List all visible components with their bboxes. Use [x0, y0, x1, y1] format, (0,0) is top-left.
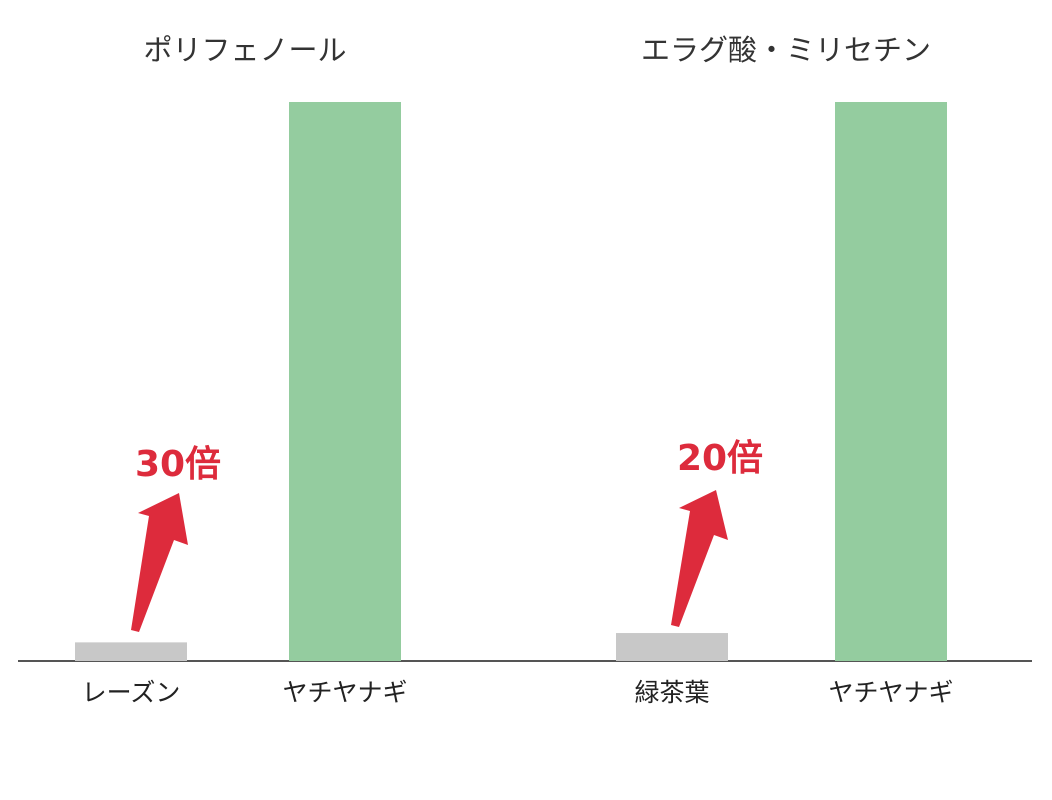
increase-arrow-icon [671, 490, 728, 627]
annotation-30x: 30倍 [135, 444, 221, 485]
panel-title-ellagic-myricetin: エラグ酸・ミリセチン [641, 33, 931, 67]
annotation-20x: 20倍 [677, 438, 763, 479]
bar-green-tea [616, 633, 728, 661]
tick-label-yachiyanagi-1: ヤチヤナギ [282, 678, 407, 707]
tick-label-green-tea: 緑茶葉 [634, 678, 709, 707]
bar-yachiyanagi-polyphenol [289, 102, 401, 661]
bars-polyphenol [75, 102, 401, 661]
bar-raisin [75, 642, 187, 661]
bar-yachiyanagi-ellagic [835, 102, 947, 661]
increase-arrow-icon [131, 493, 188, 632]
panel-title-polyphenol: ポリフェノール [143, 33, 346, 67]
tick-label-raisin: レーズン [82, 678, 181, 707]
bars-ellagic-myricetin [616, 102, 947, 661]
panel-polyphenol: ポリフェノール レーズン ヤチヤナギ 30倍 [75, 33, 408, 707]
tick-label-yachiyanagi-2: ヤチヤナギ [828, 678, 953, 707]
panel-ellagic-myricetin: エラグ酸・ミリセチン 緑茶葉 ヤチヤナギ 20倍 [616, 33, 954, 707]
